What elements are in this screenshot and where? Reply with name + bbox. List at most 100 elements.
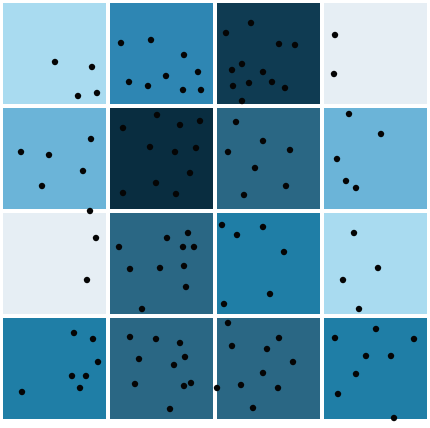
tile-r2-c2[interactable] [215, 211, 322, 316]
dot-r3-c2-6 [237, 381, 245, 389]
dot-r3-c3-5 [352, 370, 360, 378]
dot-r0-c2-7 [268, 78, 276, 86]
dot-r0-c1-8 [180, 51, 188, 59]
dot-r0-c1-2 [125, 78, 133, 86]
dot-r1-c3-4 [352, 184, 360, 192]
dot-r0-c1-5 [179, 86, 187, 94]
dot-r1-c0-0 [17, 148, 25, 156]
dot-r2-c1-4 [190, 243, 198, 251]
dot-r1-c1-8 [172, 190, 180, 198]
dot-r3-c0-6 [18, 388, 26, 396]
dot-r1-c2-6 [240, 191, 248, 199]
dot-r3-c3-0 [331, 334, 339, 342]
dot-r3-c2-5 [259, 369, 267, 377]
dot-r3-c2-7 [213, 384, 221, 392]
dot-r0-c2-4 [228, 66, 236, 74]
dot-r2-c2-5 [220, 300, 228, 308]
dot-r3-c0-0 [70, 329, 78, 337]
tile-r3-c1[interactable] [108, 316, 215, 421]
tile-r1-c0[interactable] [1, 106, 108, 211]
dot-r1-c3-0 [345, 110, 353, 118]
dot-r0-c0-0 [51, 58, 59, 66]
tile-r3-c2[interactable] [215, 316, 322, 421]
tile-r0-c3[interactable] [322, 1, 429, 106]
dot-r0-c3-0 [331, 31, 339, 39]
tile-r0-c0[interactable] [1, 1, 108, 106]
dot-r1-c2-2 [224, 148, 232, 156]
dot-r1-c1-9 [119, 189, 127, 197]
dot-r1-c0-4 [38, 182, 46, 190]
dot-r0-c1-1 [147, 36, 155, 44]
dot-r3-c2-1 [228, 342, 236, 350]
dot-r1-c1-10 [196, 117, 204, 125]
dot-r3-c1-8 [131, 380, 139, 388]
dot-r3-c2-8 [274, 384, 282, 392]
dot-r2-c3-2 [339, 276, 347, 284]
dot-r1-c3-1 [377, 130, 385, 138]
tile-r2-c3[interactable] [322, 211, 429, 316]
dot-r3-c2-9 [249, 404, 257, 412]
dot-r0-c1-7 [197, 86, 205, 94]
dot-r2-c1-3 [184, 229, 192, 237]
dot-r3-c0-5 [76, 384, 84, 392]
dot-r3-c3-2 [362, 352, 370, 360]
dot-r0-c2-6 [259, 68, 267, 76]
dot-r2-c0-0 [86, 207, 94, 215]
dot-r3-c1-9 [166, 405, 174, 413]
dot-r1-c3-3 [342, 177, 350, 185]
dot-r3-c2-3 [263, 345, 271, 353]
dot-r2-c3-3 [355, 305, 363, 313]
dot-r1-c1-1 [153, 111, 161, 119]
dot-r0-c2-9 [229, 82, 237, 90]
dot-r1-c0-1 [45, 151, 53, 159]
tile-r1-c3[interactable] [322, 106, 429, 211]
dot-r1-c2-0 [232, 118, 240, 126]
tile-r1-c1[interactable] [108, 106, 215, 211]
dot-r2-c2-1 [233, 231, 241, 239]
tile-r1-c2[interactable] [215, 106, 322, 211]
tile-r2-c1[interactable] [108, 211, 215, 316]
dot-r1-c0-3 [79, 167, 87, 175]
tile-r0-c2[interactable] [215, 1, 322, 106]
dot-r0-c1-3 [144, 82, 152, 90]
dot-r1-c1-5 [192, 144, 200, 152]
dot-r3-c1-6 [187, 379, 195, 387]
dot-r0-c2-8 [245, 79, 253, 87]
dot-r3-c3-6 [334, 390, 342, 398]
dot-r0-c0-1 [88, 63, 96, 71]
dot-r2-c1-8 [182, 283, 190, 291]
dot-r0-c2-0 [222, 29, 230, 37]
dot-r1-c2-3 [251, 164, 259, 172]
dot-r3-c3-7 [390, 414, 398, 422]
dot-r3-c2-4 [289, 358, 297, 366]
dot-r3-c1-0 [126, 333, 134, 341]
dot-r2-c3-0 [350, 229, 358, 237]
dot-r2-c2-2 [259, 223, 267, 231]
dot-r1-c2-5 [282, 182, 290, 190]
tile-r3-c3[interactable] [322, 316, 429, 421]
tile-r2-c0[interactable] [1, 211, 108, 316]
dot-r0-c2-3 [291, 41, 299, 49]
dot-r1-c2-4 [286, 146, 294, 154]
dot-r3-c0-1 [89, 335, 97, 343]
dot-r2-c1-6 [156, 264, 164, 272]
dot-r1-c1-7 [152, 179, 160, 187]
dot-r2-c1-7 [180, 262, 188, 270]
dot-r1-c2-1 [259, 137, 267, 145]
dot-r2-c3-1 [374, 264, 382, 272]
dot-r3-c3-4 [410, 335, 418, 343]
tile-r3-c0[interactable] [1, 316, 108, 421]
tile-r0-c1[interactable] [108, 1, 215, 106]
dot-r3-c3-1 [372, 325, 380, 333]
dot-r3-c0-2 [94, 358, 102, 366]
dot-r0-c2-11 [281, 84, 289, 92]
dot-r1-c1-4 [171, 148, 179, 156]
dot-r0-c1-4 [162, 72, 170, 80]
dot-r0-c1-6 [194, 68, 202, 76]
dot-r1-c1-0 [119, 124, 127, 132]
dot-r3-c0-4 [68, 372, 76, 380]
dot-r2-c0-1 [92, 234, 100, 242]
dot-r2-c1-2 [179, 243, 187, 251]
